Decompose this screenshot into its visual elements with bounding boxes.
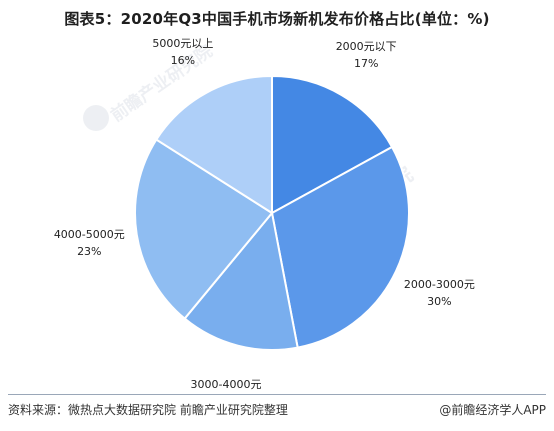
slice-category-label: 3000-4000元	[191, 378, 262, 391]
slice-value-label: 23%	[77, 245, 101, 258]
slice-category-label: 2000元以下	[336, 40, 397, 53]
pie-slice	[270, 145, 410, 349]
pie-slice	[154, 74, 273, 215]
slice-category-label: 5000元以上	[152, 37, 213, 50]
slice-value-label: 17%	[354, 57, 378, 70]
slice-value-label: 30%	[427, 295, 451, 308]
slice-value-label: 16%	[171, 54, 195, 67]
pie-labels: 2000元以下17%2000-3000元30%3000-4000元14%4000…	[54, 37, 475, 391]
brand-credit: @前瞻经济学人APP	[439, 403, 546, 417]
pie-slice	[183, 210, 299, 351]
slice-category-label: 2000-3000元	[404, 278, 475, 291]
slice-category-label: 4000-5000元	[54, 228, 125, 241]
pie-slices	[134, 74, 410, 351]
pie-slice	[134, 138, 274, 320]
pie-chart: 前瞻产业研究院 前瞻产业研究院 2000元以下17%2000-3000元30%3…	[54, 37, 475, 391]
source-note: 资料来源：微热点大数据研究院 前瞻产业研究院整理	[8, 403, 288, 417]
pie-slice	[271, 74, 394, 215]
footer-divider	[8, 394, 546, 395]
chart-title: 图表5：2020年Q3中国手机市场新机发布价格占比(单位：%)	[64, 10, 490, 28]
